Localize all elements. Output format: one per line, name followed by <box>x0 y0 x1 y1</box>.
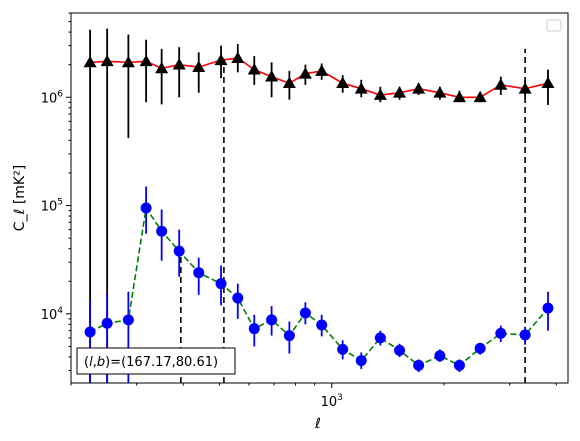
point-0-17 <box>393 86 407 98</box>
point-0-13 <box>315 64 329 76</box>
series-0 <box>83 28 555 383</box>
point-0-11 <box>282 76 296 89</box>
point-0-1 <box>100 54 114 67</box>
plot-frame <box>70 12 569 384</box>
point-0-5 <box>172 58 186 70</box>
point-1-22 <box>495 327 507 339</box>
y-axis-label: C_ℓ [mK²] <box>12 165 28 231</box>
point-1-4 <box>156 225 168 237</box>
point-0-12 <box>298 67 312 79</box>
point-0-7 <box>214 53 228 66</box>
annotation: (l,b)=(167.17,80.61) <box>76 347 236 375</box>
point-1-23 <box>519 329 531 341</box>
annotation-text: (l,b)=(167.17,80.61) <box>84 355 218 370</box>
point-1-17 <box>394 344 406 356</box>
axis-tick-labels: 104 105 106 103 <box>41 89 343 410</box>
point-1-12 <box>299 307 311 319</box>
point-0-16 <box>373 88 387 100</box>
point-1-14 <box>337 343 349 355</box>
point-0-3 <box>139 54 153 67</box>
point-0-21 <box>473 90 487 103</box>
point-0-8 <box>231 51 245 63</box>
point-0-0 <box>83 55 97 68</box>
point-0-4 <box>155 61 169 74</box>
point-0-10 <box>265 70 279 82</box>
point-1-16 <box>374 332 386 344</box>
y-tick-label-2: 106 <box>41 89 64 106</box>
x-axis-label: ℓ <box>314 416 321 432</box>
point-1-13 <box>316 319 328 331</box>
point-1-10 <box>266 314 278 326</box>
legend-box <box>546 19 562 32</box>
point-0-22 <box>494 78 508 90</box>
legend <box>546 19 562 32</box>
point-1-6 <box>193 267 205 279</box>
point-1-20 <box>453 359 465 371</box>
point-0-9 <box>247 63 261 75</box>
point-0-15 <box>354 82 368 94</box>
point-1-11 <box>283 330 295 342</box>
point-1-18 <box>413 359 425 371</box>
point-0-6 <box>192 60 206 72</box>
point-1-19 <box>434 350 446 362</box>
point-1-2 <box>122 314 134 326</box>
series-1 <box>84 186 554 383</box>
y-tick-label-0: 104 <box>41 306 64 323</box>
point-1-1 <box>101 317 113 329</box>
series-layer <box>83 28 555 383</box>
axis-ticks <box>66 12 557 388</box>
point-1-24 <box>542 302 554 314</box>
point-1-15 <box>355 355 367 367</box>
point-0-24 <box>541 76 555 89</box>
point-0-19 <box>433 86 447 98</box>
point-1-8 <box>232 292 244 304</box>
y-tick-label-1: 105 <box>41 198 63 215</box>
point-1-9 <box>248 323 260 335</box>
point-0-14 <box>336 76 350 89</box>
point-0-20 <box>452 90 466 103</box>
point-1-5 <box>173 245 185 257</box>
point-1-21 <box>474 342 486 354</box>
point-0-23 <box>518 82 532 94</box>
annotation-box <box>76 347 236 375</box>
point-0-18 <box>412 82 426 94</box>
point-1-7 <box>215 278 227 290</box>
point-0-2 <box>121 55 135 68</box>
x-tick-label-0: 103 <box>321 393 343 410</box>
point-1-3 <box>140 202 152 214</box>
point-1-0 <box>84 326 96 338</box>
